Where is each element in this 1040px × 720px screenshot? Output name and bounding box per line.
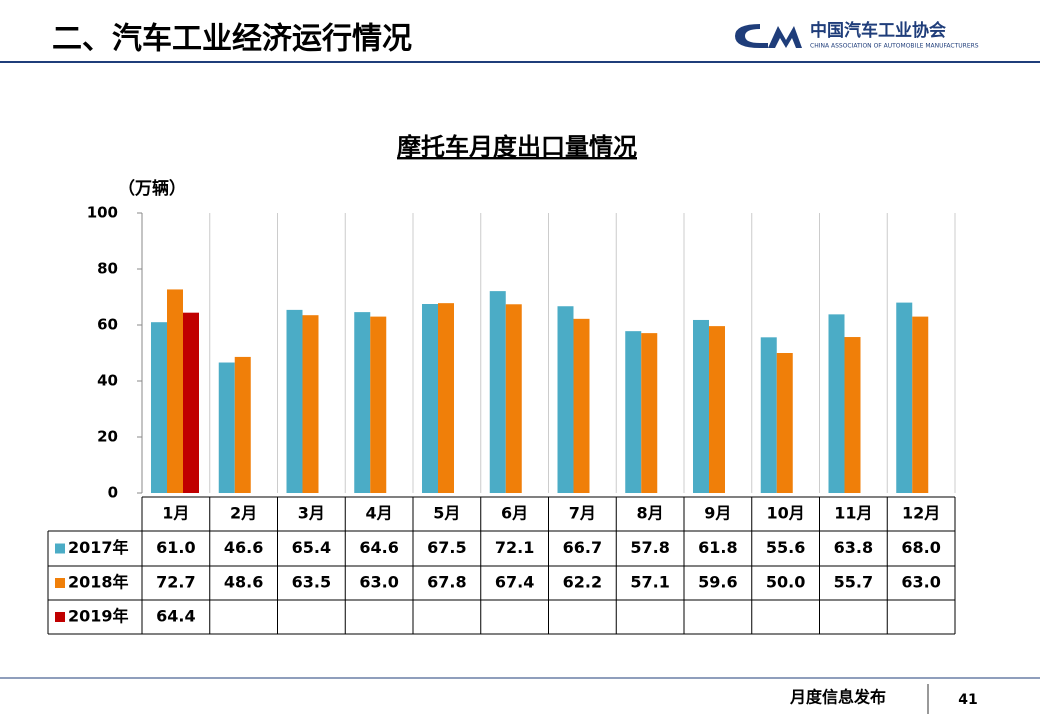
page-number: 41: [958, 692, 977, 708]
data-label: 63.0: [359, 573, 398, 592]
bar: [234, 356, 251, 493]
bar: [760, 337, 777, 493]
data-label: 64.6: [359, 538, 398, 557]
y-tick-label: 100: [87, 204, 118, 222]
y-tick-label: 60: [97, 316, 118, 334]
bar: [776, 353, 793, 493]
logo: [735, 24, 802, 48]
bar: [557, 306, 574, 493]
data-label: 68.0: [901, 538, 940, 557]
y-tick-label: 40: [97, 372, 118, 390]
x-tick-label: 1月: [162, 504, 189, 523]
data-label: 57.8: [630, 538, 669, 557]
data-label: 63.0: [901, 573, 940, 592]
bar: [422, 304, 438, 493]
data-label: 57.1: [630, 573, 669, 592]
bar: [370, 316, 387, 493]
bar: [641, 333, 658, 493]
bar: [183, 312, 199, 493]
data-label: 48.6: [224, 573, 263, 592]
data-label: 61.0: [156, 538, 195, 557]
data-label: 67.4: [495, 573, 534, 592]
bar: [151, 322, 167, 493]
bar: [489, 291, 506, 493]
legend-label: 2019年: [68, 607, 129, 626]
data-label: 72.7: [156, 573, 195, 592]
x-tick-label: 8月: [637, 504, 664, 523]
bar: [693, 319, 709, 493]
x-tick-label: 5月: [433, 504, 460, 523]
x-tick-label: 9月: [704, 504, 731, 523]
org-name: 中国汽车工业协会: [810, 20, 946, 41]
legend-key: [55, 578, 65, 588]
x-tick-label: 4月: [366, 504, 393, 523]
bar: [912, 316, 929, 493]
footer-text: 月度信息发布: [789, 688, 886, 707]
bar: [354, 312, 371, 493]
data-label: 64.4: [156, 607, 195, 626]
bar: [218, 362, 235, 493]
x-tick-label: 12月: [902, 504, 940, 523]
bar: [573, 318, 590, 493]
org-name-en: CHINA ASSOCIATION OF AUTOMOBILE MANUFACT…: [810, 43, 979, 50]
bar: [167, 289, 183, 493]
data-label: 67.8: [427, 573, 466, 592]
x-tick-label: 6月: [501, 504, 528, 523]
data-label: 46.6: [224, 538, 263, 557]
y-tick-label: 0: [108, 484, 118, 502]
bar: [844, 337, 861, 493]
header-title: 二、汽车工业经济运行情况: [52, 22, 412, 57]
data-label: 55.7: [834, 573, 873, 592]
bar: [505, 304, 522, 493]
bar: [828, 314, 845, 493]
legend-label: 2018年: [68, 573, 129, 592]
y-axis-label: （万辆）: [118, 178, 186, 199]
y-tick-label: 20: [97, 428, 118, 446]
data-label: 63.8: [834, 538, 873, 557]
x-tick-label: 11月: [834, 504, 872, 523]
bar: [286, 309, 303, 493]
bar: [896, 302, 913, 493]
chart-title: 摩托车月度出口量情况: [397, 133, 637, 161]
legend-key: [55, 612, 65, 622]
data-label: 55.6: [766, 538, 805, 557]
logo-m: [768, 26, 802, 48]
bar: [438, 303, 454, 493]
legend-label: 2017年: [68, 538, 129, 557]
x-tick-label: 10月: [766, 504, 804, 523]
bar: [625, 331, 642, 493]
bar: [709, 326, 725, 493]
data-label: 61.8: [698, 538, 737, 557]
x-tick-label: 2月: [230, 504, 257, 523]
data-label: 66.7: [563, 538, 602, 557]
data-label: 72.1: [495, 538, 534, 557]
data-label: 62.2: [563, 573, 602, 592]
data-label: 65.4: [292, 538, 331, 557]
x-tick-label: 3月: [298, 504, 325, 523]
legend-key: [55, 543, 65, 554]
logo-c: [735, 24, 768, 48]
bar: [302, 315, 319, 493]
data-label: 67.5: [427, 538, 466, 557]
data-label: 59.6: [698, 573, 737, 592]
data-label: 63.5: [292, 573, 331, 592]
data-label: 50.0: [766, 573, 805, 592]
y-tick-label: 80: [97, 260, 118, 278]
x-tick-label: 7月: [569, 504, 596, 523]
